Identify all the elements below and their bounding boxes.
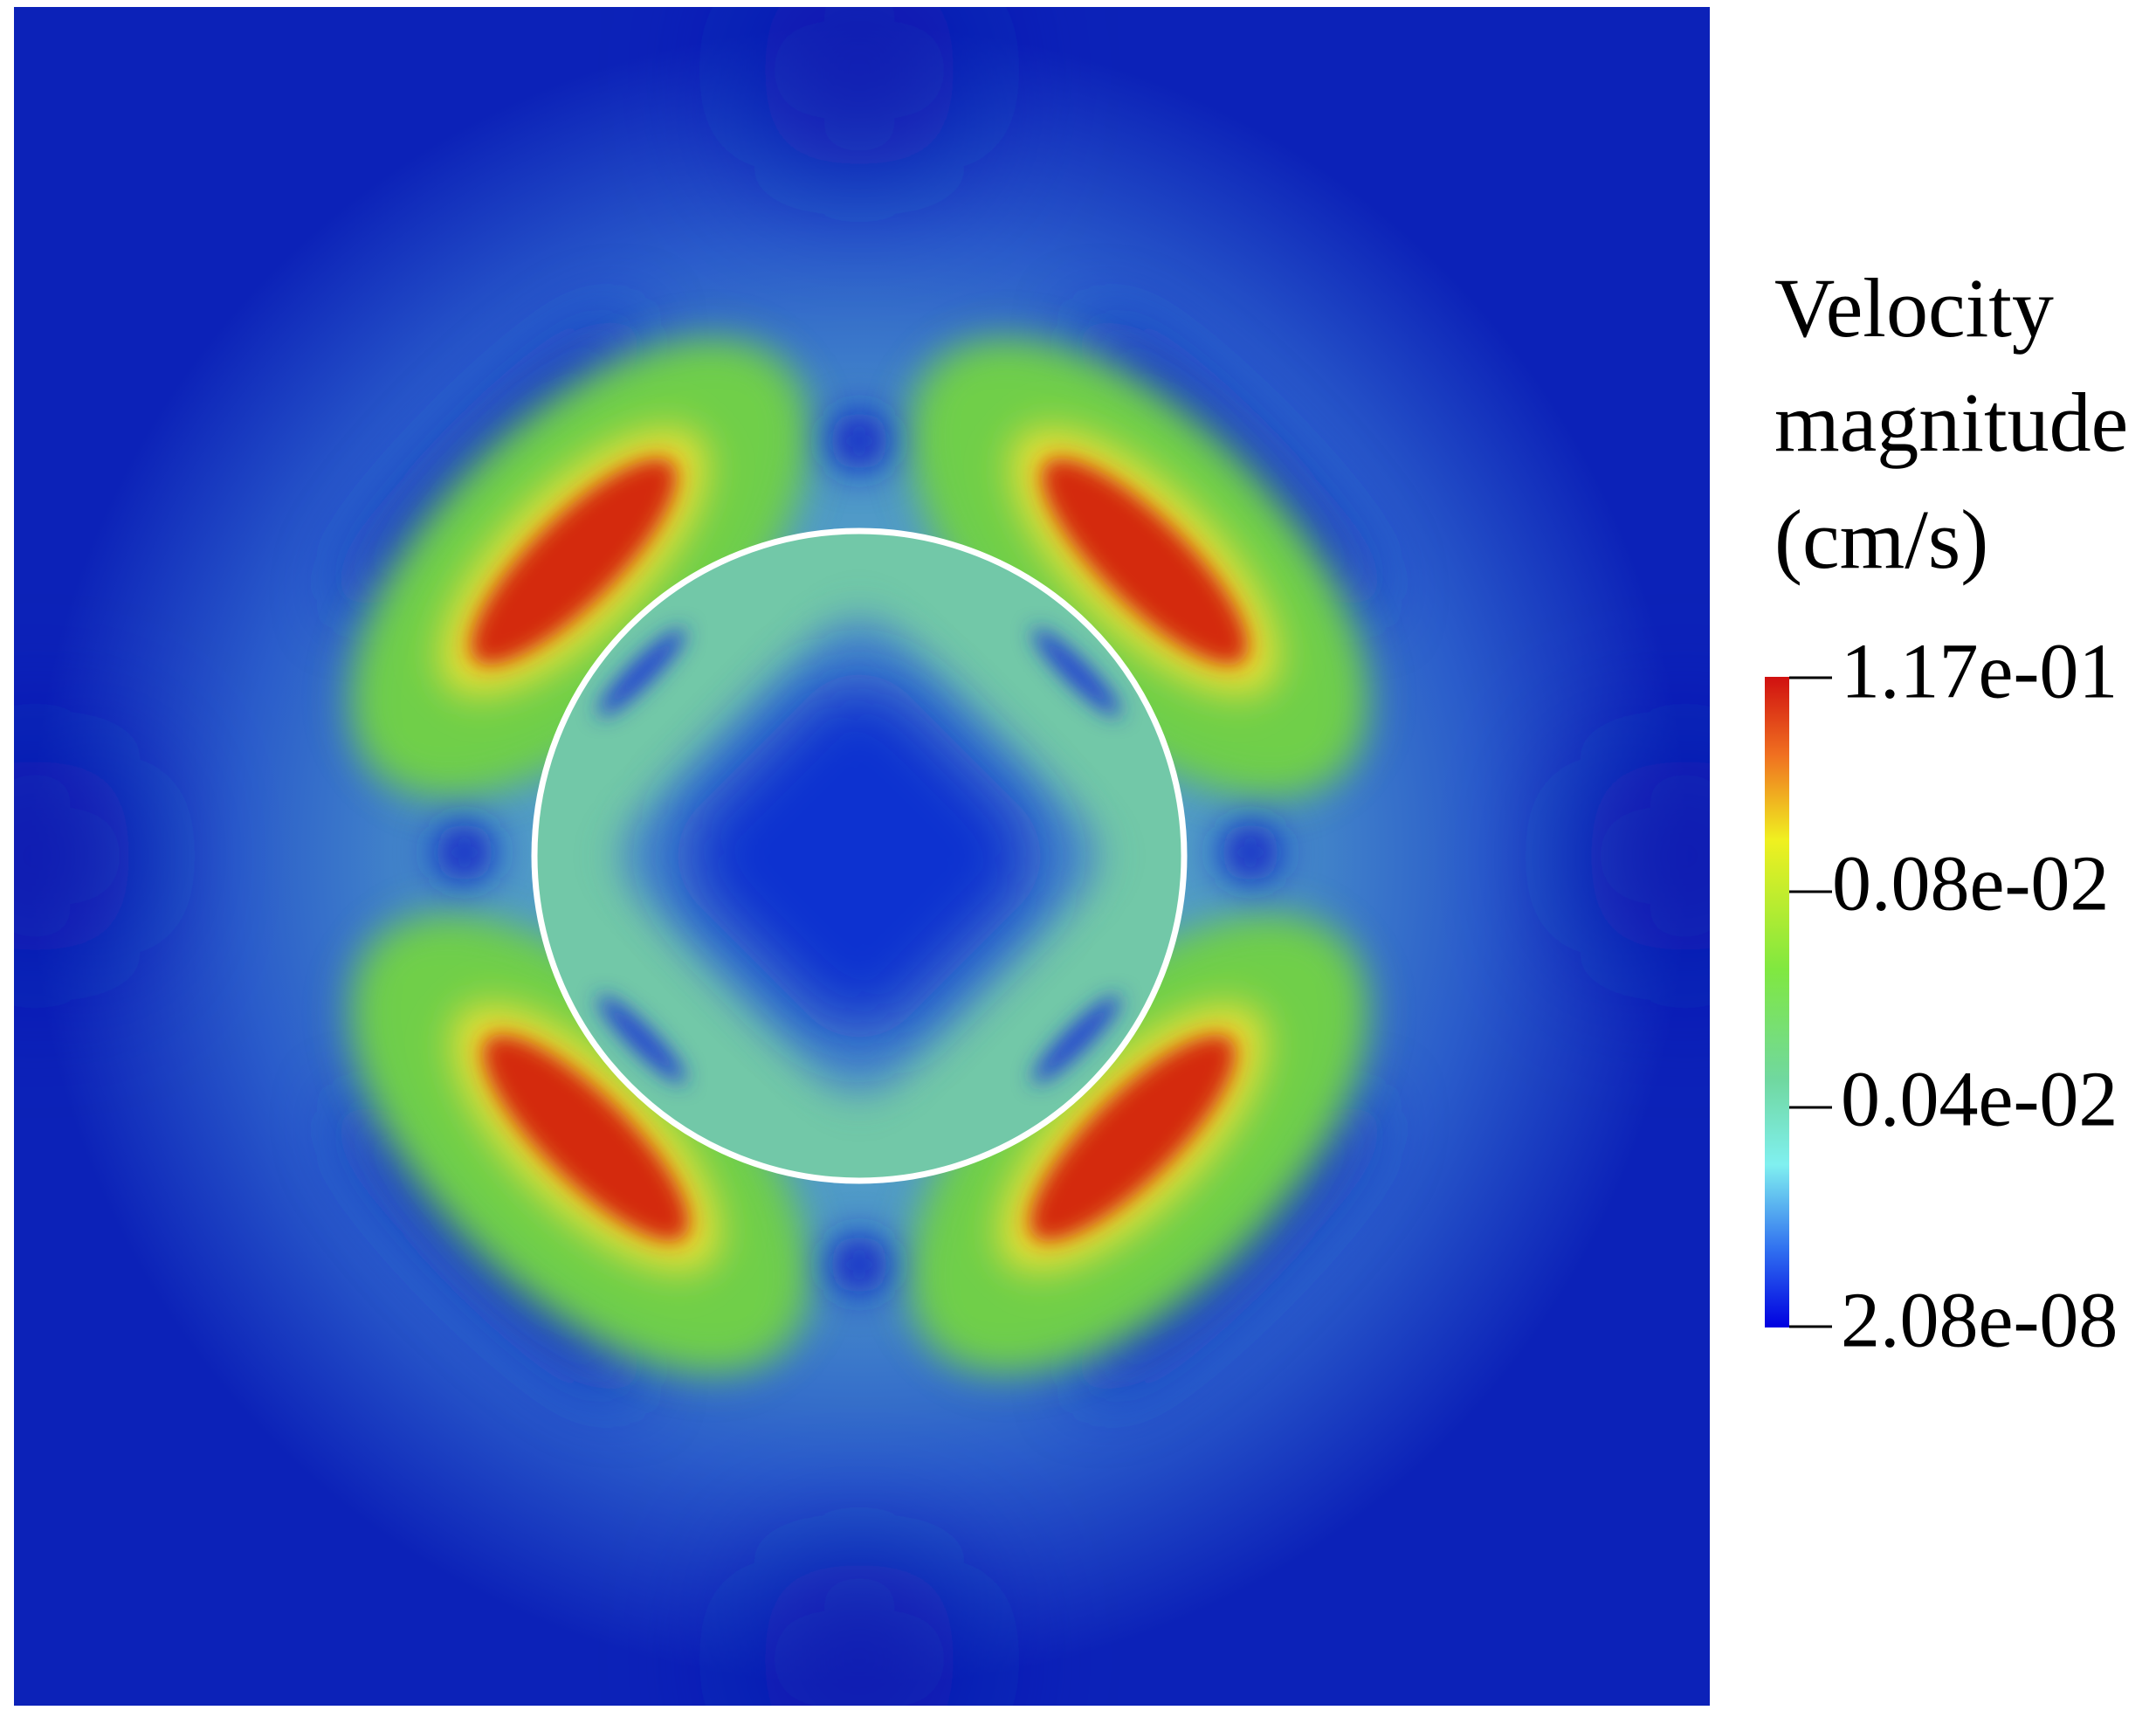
- velocity-field: [14, 7, 1710, 1706]
- legend-title: (cm/s): [1774, 493, 1988, 586]
- legend-title: magnitude: [1774, 376, 2128, 469]
- colorbar-label: 0.08e-02: [1832, 841, 2109, 927]
- legend: Velocity magnitude (cm/s) 1.17e-01 0.08e…: [1765, 261, 2128, 1364]
- colorbar-label: 2.08e-08: [1841, 1278, 2118, 1364]
- colorbar: [1765, 677, 1789, 1327]
- colorbar-ticks: [1789, 676, 1832, 1328]
- colorbar-label: 1.17e-01: [1841, 629, 2118, 715]
- colorbar-label: 0.04e-02: [1841, 1057, 2118, 1143]
- legend-title: Velocity: [1774, 261, 2054, 355]
